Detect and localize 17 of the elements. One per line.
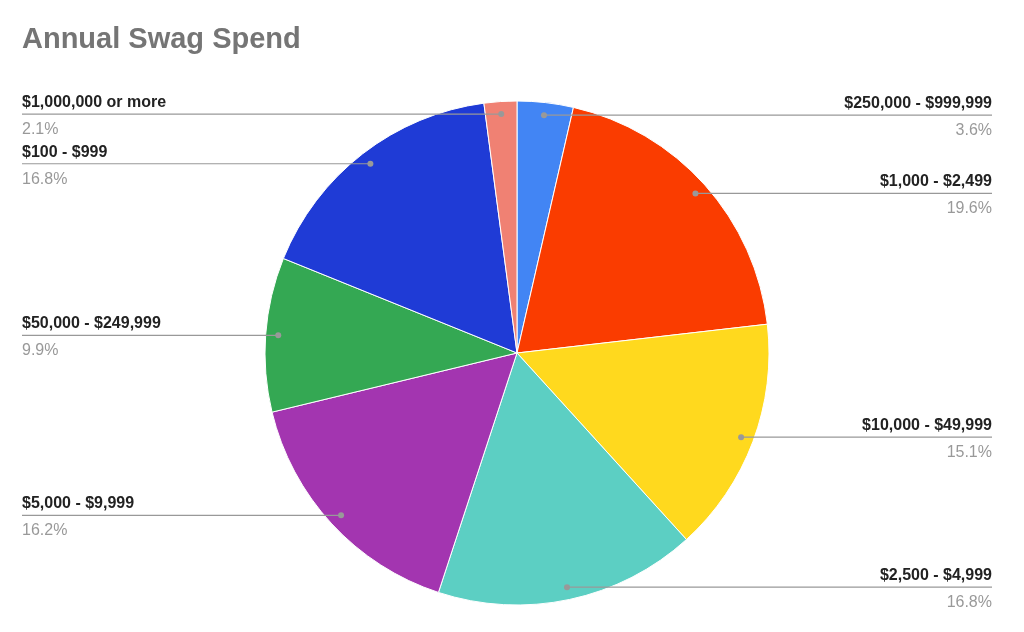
slice-label: $250,000 - $999,999 xyxy=(844,94,993,112)
slice-label: $5,000 - $9,999 xyxy=(22,494,135,512)
data-label: 16.2% xyxy=(22,521,68,539)
slice-label: $50,000 - $249,999 xyxy=(22,314,161,332)
data-label: 19.6% xyxy=(946,199,992,217)
chart-title: Annual Swag Spend xyxy=(22,22,301,55)
slice-label: $10,000 - $49,999 xyxy=(862,416,993,434)
slice-label: $1,000 - $2,499 xyxy=(879,172,993,190)
data-label: 15.1% xyxy=(946,443,992,461)
slice-label: $1,000,000 or more xyxy=(22,93,167,111)
data-label: 9.9% xyxy=(22,341,59,359)
data-label: 2.1% xyxy=(22,120,59,138)
data-label: 16.8% xyxy=(946,593,992,611)
slice-label: $2,500 - $4,999 xyxy=(879,566,993,584)
data-label: 16.8% xyxy=(22,169,68,187)
data-label: 3.6% xyxy=(955,121,992,139)
slice-label: $100 - $999 xyxy=(22,142,108,160)
